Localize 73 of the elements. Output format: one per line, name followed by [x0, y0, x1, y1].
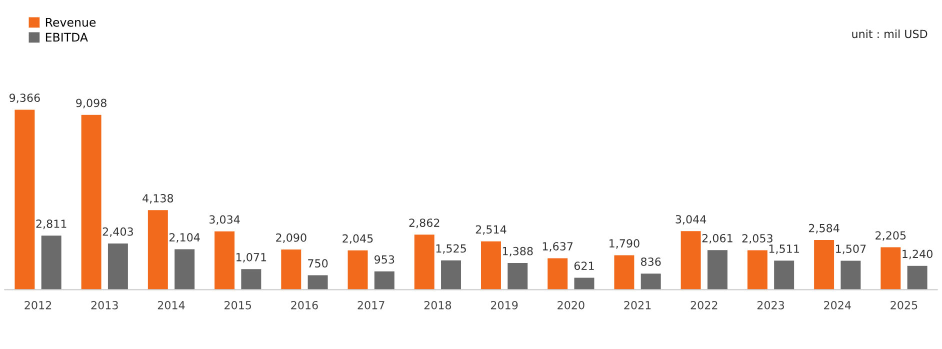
bar: [214, 231, 235, 290]
x-tick-label: 2016: [291, 300, 318, 310]
data-label: 3,034: [209, 215, 240, 225]
data-label: 2,053: [742, 234, 772, 244]
x-tick-label: 2025: [890, 300, 918, 310]
bar: [880, 247, 901, 290]
bar: [747, 250, 768, 290]
bar: [548, 258, 568, 290]
x-tick-label: 2020: [558, 300, 584, 310]
data-label: 9,366: [9, 94, 40, 104]
x-tick-label: 2015: [224, 300, 252, 310]
x-tick-label: 2023: [757, 300, 784, 310]
data-label: 2,045: [342, 234, 373, 244]
x-tick-label: 2021: [624, 300, 651, 310]
bar: [14, 110, 35, 290]
data-label: 1,388: [502, 246, 533, 256]
bar: [241, 269, 262, 290]
bar: [480, 241, 501, 290]
data-label: 2,584: [808, 224, 840, 234]
bar: [148, 210, 168, 290]
data-label: 2,061: [702, 234, 732, 244]
data-label: 2,811: [36, 220, 66, 230]
data-label: 2,403: [102, 227, 133, 237]
data-label: 1,507: [836, 244, 866, 254]
bar: [414, 234, 434, 290]
bar: [774, 260, 794, 290]
data-label: 1,790: [610, 239, 640, 249]
data-label: 953: [374, 255, 394, 264]
bar: [108, 244, 128, 290]
bar: [907, 266, 928, 290]
bar: [374, 271, 394, 290]
x-tick-label: 2017: [358, 300, 384, 310]
x-tick-label: 2024: [824, 300, 851, 310]
bar: [614, 255, 634, 290]
x-tick-label: 2012: [24, 300, 52, 310]
bar: [441, 260, 462, 290]
legend-label: Revenue: [46, 18, 96, 27]
bar: [348, 250, 368, 290]
x-tick-label: 2019: [490, 300, 518, 310]
data-label: 1,637: [542, 242, 573, 252]
bar: [840, 260, 861, 290]
bar: [814, 240, 834, 290]
data-label: 4,138: [142, 194, 174, 204]
data-label: 621: [574, 262, 594, 270]
data-label: 9,098: [76, 98, 106, 108]
data-label: 2,090: [276, 233, 306, 243]
data-label: 2,205: [876, 231, 906, 241]
data-label: 836: [641, 257, 661, 266]
bar: [81, 114, 102, 290]
data-label: 1,525: [436, 244, 466, 254]
bar: [308, 275, 328, 290]
data-label: 3,044: [676, 215, 706, 225]
bar: [281, 250, 302, 290]
x-tick-label: 2013: [91, 300, 118, 310]
data-label: 2,514: [476, 225, 506, 235]
bar: [41, 236, 62, 290]
bar: [174, 249, 195, 290]
bar: [640, 274, 661, 290]
data-label: 1,240: [902, 250, 932, 260]
bar: [574, 278, 594, 290]
bar: [508, 263, 528, 290]
data-label: 750: [308, 259, 328, 268]
data-label: 2,862: [409, 218, 440, 228]
data-label: 1,071: [236, 252, 266, 263]
data-label: 1,511: [769, 244, 799, 254]
x-tick-label: 2014: [158, 300, 185, 310]
text: unit : mil USD: [852, 30, 928, 38]
x-tick-label: 2022: [690, 300, 718, 310]
bar: [707, 250, 728, 290]
legend-label: EBITDA: [46, 32, 88, 42]
bar: [680, 231, 701, 290]
data-label: 2,104: [169, 233, 200, 243]
x-tick-label: 2018: [424, 300, 452, 310]
